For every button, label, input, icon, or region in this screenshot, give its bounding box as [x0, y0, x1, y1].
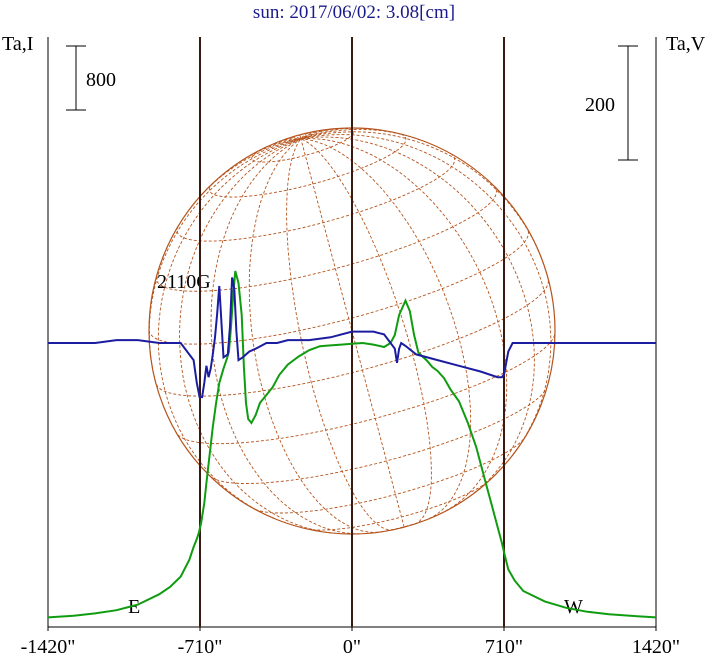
- grid-parallel: [209, 133, 407, 198]
- grid-meridian: [286, 138, 394, 531]
- grid-parallel: [370, 515, 437, 534]
- right-axis-label: Ta,V: [666, 33, 706, 55]
- grid-meridian: [210, 138, 361, 535]
- grid-meridian: [157, 138, 302, 519]
- annotation-label: 2110G: [157, 271, 211, 293]
- east-limb-label: E: [128, 596, 141, 618]
- grid-parallel: [211, 388, 547, 484]
- grid-meridian: [300, 134, 552, 456]
- grid-meridian: [300, 138, 472, 520]
- grid-meridian: [299, 134, 302, 139]
- grid-meridian: [300, 138, 508, 512]
- scale-bar-right-label: 200: [585, 94, 615, 116]
- x-tick-label: -710": [177, 636, 223, 658]
- chart-axes: [47, 37, 657, 631]
- west-limb-label: W: [564, 596, 583, 618]
- grid-meridian: [197, 138, 302, 200]
- x-tick-label: 710": [484, 636, 524, 658]
- grid-parallel: [155, 186, 497, 292]
- chart-series: [47, 270, 657, 619]
- solar-grid: [148, 127, 556, 535]
- grid-parallel: [148, 229, 529, 345]
- grid-meridian: [241, 138, 301, 162]
- left-axis-label: Ta,I: [2, 33, 34, 55]
- grid-parallel: [255, 437, 525, 514]
- grid-meridian: [292, 136, 302, 140]
- x-tick-label: -1420": [20, 636, 76, 658]
- x-tick-label: 0": [342, 636, 362, 658]
- grid-parallel: [176, 153, 456, 242]
- grid-meridian: [248, 138, 379, 533]
- grid-meridian: [300, 128, 421, 141]
- stokes_v-series-line: [48, 277, 656, 399]
- grid-meridian: [300, 132, 309, 140]
- grid-meridian: [279, 138, 301, 142]
- grid-meridian: [300, 128, 337, 140]
- x-tick-label: 1420": [631, 636, 681, 658]
- grid-meridian: [300, 130, 321, 140]
- chart-title: sun: 2017/06/02: 3.08[cm]: [252, 2, 456, 23]
- grid-meridian: [300, 138, 432, 525]
- grid-parallel: [177, 334, 556, 445]
- scale-bar-left-label: 800: [86, 69, 116, 91]
- grid-meridian: [179, 138, 332, 534]
- stokes_i-series-line: [47, 270, 657, 619]
- grid-meridian: [300, 131, 549, 279]
- grid-meridian: [148, 138, 302, 384]
